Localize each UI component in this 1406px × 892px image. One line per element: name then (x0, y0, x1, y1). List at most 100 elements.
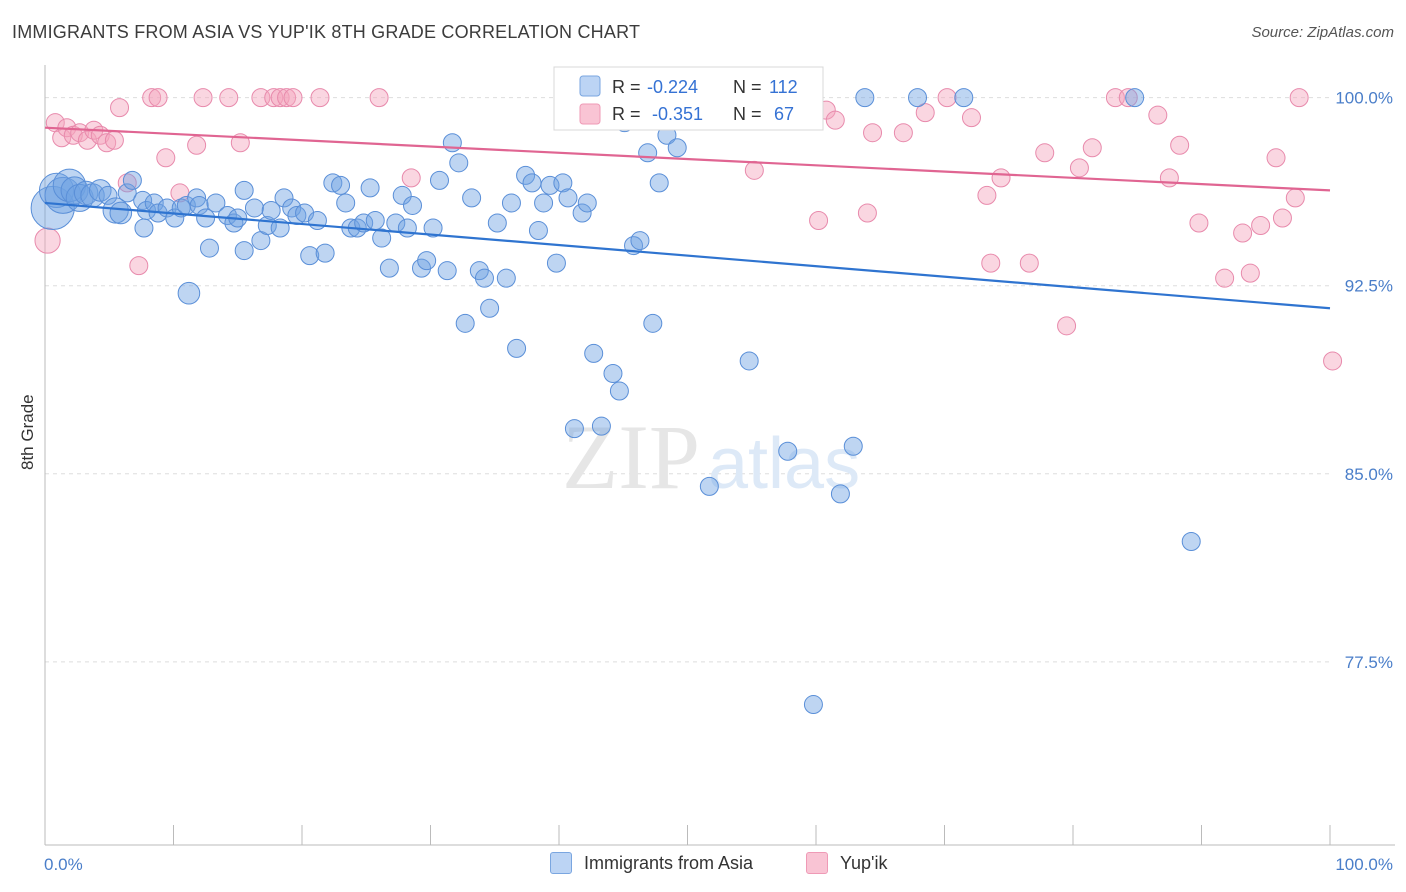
yupik-point-26 (283, 88, 303, 108)
yupik-point-51 (1082, 138, 1102, 158)
asia-point-53 (365, 210, 385, 230)
yupik-point-33 (744, 160, 764, 180)
asia-point-52 (360, 178, 380, 198)
asia-point-70 (474, 268, 494, 288)
yupik-point-18 (187, 135, 207, 155)
yupik-point-27 (310, 88, 330, 108)
asia-point-73 (496, 268, 516, 288)
asia-point-14 (133, 190, 153, 210)
x-tick-label-0: 0.0% (44, 855, 83, 874)
yupik-point-35 (809, 210, 829, 230)
stats-swatch-blue (579, 75, 601, 97)
stats-n-label-1: N = (733, 77, 762, 97)
asia-point-79 (534, 193, 554, 213)
stats-n-value-2: 67 (774, 104, 794, 124)
asia-point-9 (98, 185, 118, 205)
y-tick-label-0: 100.0% (1335, 89, 1393, 108)
legend-swatch-asia (550, 852, 572, 874)
asia-point-74 (501, 193, 521, 213)
asia-point-104 (803, 695, 823, 715)
asia-point-105 (830, 484, 850, 504)
yupik-point-48 (1035, 143, 1055, 163)
legend-item-asia[interactable]: Immigrants from Asia (550, 852, 753, 874)
asia-point-75 (507, 338, 527, 358)
tick-labels: 100.0% 92.5% 85.0% 77.5% 0.0% 100.0% (44, 89, 1393, 874)
asia-point-23 (177, 281, 201, 305)
source-label: Source: ZipAtlas.com (1251, 24, 1394, 41)
asia-point-95 (643, 313, 663, 333)
asia-point-109 (954, 88, 974, 108)
asia-point-16 (134, 218, 154, 238)
asia-point-13 (122, 170, 142, 190)
asia-point-76 (516, 165, 536, 185)
series-asia-points (30, 88, 1201, 715)
yupik-point-44 (977, 185, 997, 205)
yupik-point-50 (1069, 158, 1089, 178)
stats-n-label-2: N = (733, 104, 762, 124)
series-yupik-points (34, 88, 1343, 371)
asia-point-25 (189, 195, 209, 215)
watermark-atlas: atlas (708, 424, 860, 504)
asia-point-26 (196, 208, 216, 228)
asia-point-61 (417, 251, 437, 271)
yupik-point-16 (156, 148, 176, 168)
legend-label-asia: Immigrants from Asia (584, 852, 754, 873)
asia-point-47 (331, 175, 351, 195)
asia-point-46 (323, 173, 343, 193)
yupik-point-13 (129, 256, 149, 276)
yupik-point-65 (1289, 88, 1309, 108)
asia-point-83 (558, 188, 578, 208)
y-tick-label-2: 85.0% (1345, 465, 1393, 484)
asia-point-106 (843, 436, 863, 456)
asia-point-71 (480, 298, 500, 318)
asia-point-39 (274, 188, 294, 208)
asia-point-59 (403, 195, 423, 215)
watermark: ZIP atlas (562, 406, 860, 508)
yupik-point-45 (981, 253, 1001, 273)
yupik-point-6 (77, 130, 97, 150)
yupik-point-53 (1118, 88, 1138, 108)
asia-point-1 (38, 172, 75, 209)
asia-point-108 (908, 88, 928, 108)
asia-point-103 (778, 441, 798, 461)
asia-point-48 (336, 193, 356, 213)
asia-point-45 (315, 243, 335, 263)
asia-point-58 (397, 218, 417, 238)
asia-point-24 (187, 188, 207, 208)
yupik-point-61 (1251, 216, 1271, 236)
legend-item-yupik[interactable]: Yup'ik (806, 852, 887, 874)
stats-r-value-2: -0.351 (652, 104, 703, 124)
asia-point-27 (199, 238, 219, 258)
x-tick-label-1: 100.0% (1335, 855, 1393, 874)
asia-point-88 (591, 416, 611, 436)
asia-point-90 (609, 381, 629, 401)
asia-point-32 (234, 241, 254, 261)
asia-point-107 (855, 88, 875, 108)
asia-point-94 (638, 143, 658, 163)
asia-point-84 (564, 419, 584, 439)
asia-point-57 (392, 185, 412, 205)
yupik-point-64 (1285, 188, 1305, 208)
asia-point-111 (1181, 532, 1201, 552)
yupik-point-62 (1266, 148, 1286, 168)
yupik-point-12 (117, 173, 137, 193)
trend-line-yupik (44, 126, 1331, 192)
yupik-point-28 (369, 88, 389, 108)
asia-point-82 (553, 173, 573, 193)
asia-point-78 (528, 221, 548, 241)
asia-point-100 (699, 476, 719, 496)
stats-n-value-1: 112 (769, 77, 798, 97)
legend-swatch-yupik (806, 852, 828, 874)
yupik-point-0 (34, 227, 61, 254)
yupik-point-40 (893, 123, 913, 143)
asia-point-98 (667, 138, 687, 158)
grid-lines (45, 97, 1330, 663)
trend-lines (44, 126, 1331, 310)
asia-point-72 (487, 213, 507, 233)
asia-point-67 (455, 313, 475, 333)
asia-point-89 (603, 363, 623, 383)
yupik-point-58 (1215, 268, 1235, 288)
yupik-point-59 (1233, 223, 1253, 243)
yupik-point-20 (219, 88, 239, 108)
asia-point-11 (109, 201, 133, 225)
